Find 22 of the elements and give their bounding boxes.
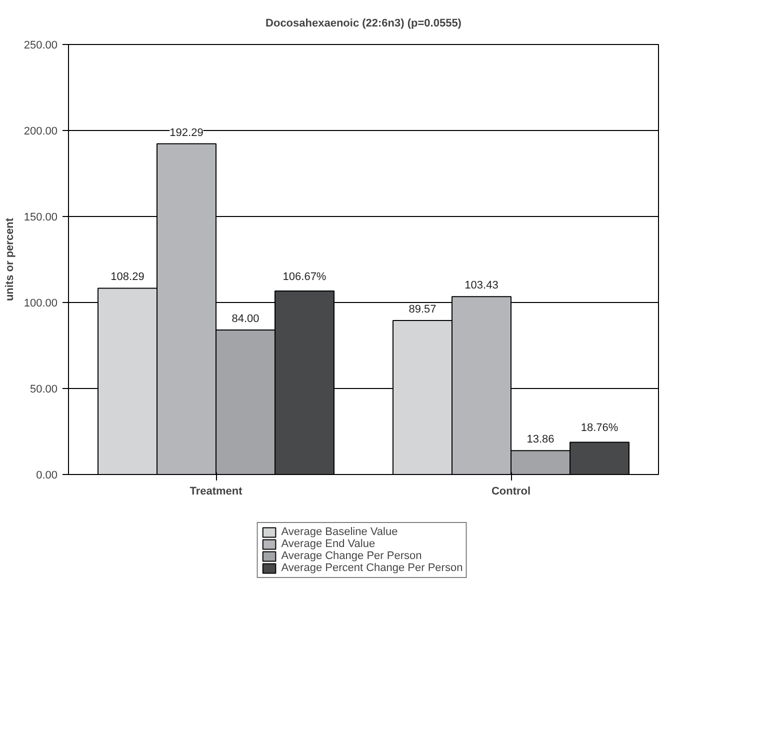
legend-label: Average End Value — [281, 538, 376, 550]
data-label: 84.00 — [232, 313, 260, 326]
x-tick-label: Treatment — [190, 486, 243, 498]
y-tick-label: 200.00 — [24, 126, 58, 138]
chart-title: Docosahexaenoic (22:6n3) (p=0.0555) — [266, 18, 462, 30]
data-label: 192.29 — [170, 126, 204, 139]
data-label: 89.57 — [408, 303, 436, 316]
y-tick-label: 50.00 — [30, 384, 58, 396]
legend-label: Average Baseline Value — [281, 526, 398, 538]
data-label: 13.86 — [526, 434, 554, 446]
legend-label: Average Percent Change Per Person — [281, 562, 463, 574]
x-tick-label: Control — [491, 486, 531, 498]
data-label: 103.43 — [464, 280, 498, 292]
y-tick-label: 250.00 — [24, 40, 58, 52]
y-tick-label: 0.00 — [36, 470, 58, 482]
y-axis-title: units or percent — [4, 218, 16, 302]
data-label: 106.67% — [282, 271, 326, 284]
data-label: 18.76% — [580, 422, 618, 434]
data-label: 108.29 — [110, 271, 144, 284]
legend-label: Average Change Per Person — [281, 550, 422, 562]
y-tick-label: 150.00 — [24, 212, 58, 224]
y-tick-label: 100.00 — [24, 298, 58, 310]
